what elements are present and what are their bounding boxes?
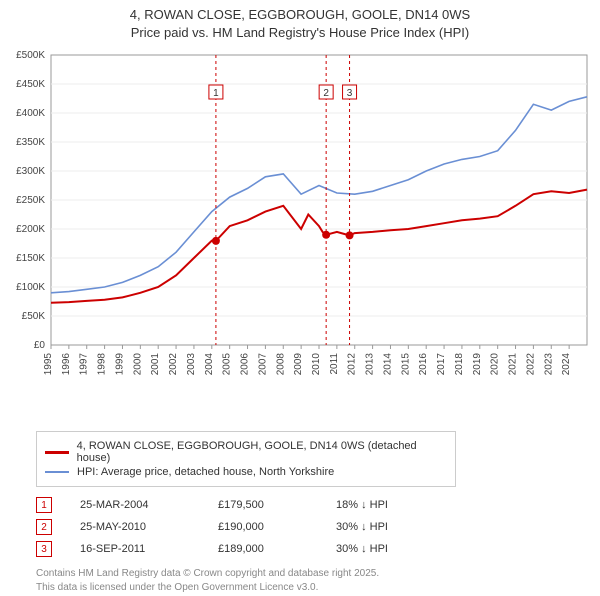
x-tick-label: 2022 [525,353,536,376]
sales-table: 1 25-MAR-2004 £179,500 18% ↓ HPI 2 25-MAY-201… [36,497,590,557]
sale-marker-number: 2 [323,88,329,99]
sale-delta: 18% ↓ HPI [336,499,388,511]
x-tick-label: 2023 [543,353,554,376]
x-tick-label: 1995 [43,353,54,376]
chart-container: £0 £50K £100K £150K £200K £250K £300K £350K £400… [5,45,595,425]
sale-marker-number: 3 [347,88,353,99]
x-tick-label: 2010 [311,353,322,376]
sale-date: 16-SEP-2011 [80,543,190,555]
x-tick-label: 2003 [186,353,197,376]
y-tick-label: £500K [16,50,45,61]
footnote-line2: This data is licensed under the Open Gov… [36,581,590,595]
x-tick-label: 2019 [472,353,483,376]
sales-row: 3 16-SEP-2011 £189,000 30% ↓ HPI [36,541,590,557]
x-tick-label: 2017 [436,353,447,376]
sale-delta: 30% ↓ HPI [336,543,388,555]
x-tick-label: 1999 [114,353,125,376]
x-tick-label: 2008 [275,353,286,376]
x-tick-label: 2002 [168,353,179,376]
x-tick-label: 2009 [293,353,304,376]
x-tick-label: 2006 [240,353,251,376]
footnote: Contains HM Land Registry data © Crown c… [36,567,590,594]
sale-date: 25-MAR-2004 [80,499,190,511]
y-tick-label: £0 [34,340,46,351]
sales-row: 2 25-MAY-2010 £190,000 30% ↓ HPI [36,519,590,535]
sale-number-box: 3 [36,541,52,557]
x-tick-label: 2021 [508,353,519,376]
y-tick-label: £300K [16,166,45,177]
x-tick-label: 2000 [132,353,143,376]
x-tick-label: 1996 [61,353,72,376]
sale-marker-dot [322,231,330,239]
y-tick-label: £150K [16,253,45,264]
y-tick-label: £50K [22,311,46,322]
x-tick-label: 2024 [561,353,572,376]
sale-price: £189,000 [218,543,308,555]
sale-marker-number: 1 [213,88,219,99]
y-tick-label: £400K [16,108,45,119]
x-tick-label: 1997 [79,353,90,376]
x-tick-label: 2005 [222,353,233,376]
x-tick-label: 2015 [400,353,411,376]
y-tick-label: £250K [16,195,45,206]
legend-row-price-paid: 4, ROWAN CLOSE, EGGBOROUGH, GOOLE, DN14 … [45,440,447,464]
x-tick-label: 2018 [454,353,465,376]
title-line1: 4, ROWAN CLOSE, EGGBOROUGH, GOOLE, DN14 … [0,6,600,24]
sale-price: £190,000 [218,521,308,533]
chart-title: 4, ROWAN CLOSE, EGGBOROUGH, GOOLE, DN14 … [0,6,600,41]
legend: 4, ROWAN CLOSE, EGGBOROUGH, GOOLE, DN14 … [36,431,456,487]
footnote-line1: Contains HM Land Registry data © Crown c… [36,567,590,581]
x-tick-label: 2013 [365,353,376,376]
x-tick-label: 2016 [418,353,429,376]
x-tick-label: 2020 [490,353,501,376]
y-tick-label: £100K [16,282,45,293]
x-tick-label: 2004 [204,353,215,376]
x-tick-label: 2011 [329,353,340,375]
sale-price: £179,500 [218,499,308,511]
legend-row-hpi: HPI: Average price, detached house, Nort… [45,466,447,478]
x-tick-label: 1998 [97,353,108,376]
sale-marker-dot [212,237,220,245]
legend-swatch-price-paid [45,451,69,454]
sale-delta: 30% ↓ HPI [336,521,388,533]
y-tick-label: £350K [16,137,45,148]
sale-marker-dot [346,231,354,239]
line-chart: £0 £50K £100K £150K £200K £250K £300K £350K £400… [5,45,595,425]
legend-label-hpi: HPI: Average price, detached house, Nort… [77,466,334,478]
x-tick-label: 2012 [347,353,358,376]
legend-swatch-hpi [45,471,69,473]
x-tick-label: 2014 [382,353,393,376]
sale-number-box: 1 [36,497,52,513]
sale-date: 25-MAY-2010 [80,521,190,533]
sale-number-box: 2 [36,519,52,535]
x-tick-label: 2007 [257,353,268,376]
x-tick-label: 2001 [150,353,161,376]
title-line2: Price paid vs. HM Land Registry's House … [0,24,600,42]
y-tick-label: £200K [16,224,45,235]
y-tick-label: £450K [16,79,45,90]
legend-label-price-paid: 4, ROWAN CLOSE, EGGBOROUGH, GOOLE, DN14 … [77,440,447,464]
sales-row: 1 25-MAR-2004 £179,500 18% ↓ HPI [36,497,590,513]
